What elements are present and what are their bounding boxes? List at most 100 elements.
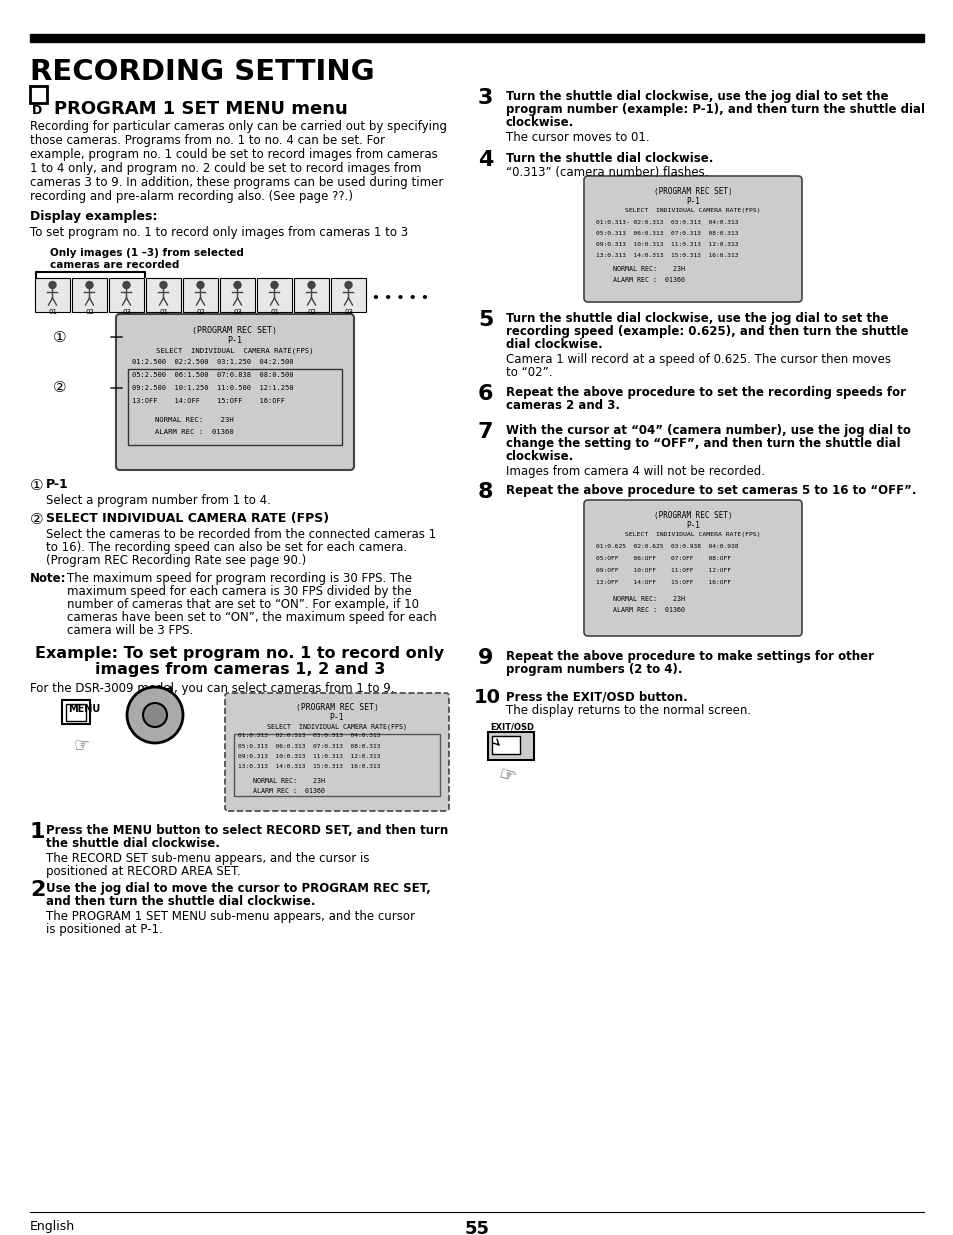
Text: change the setting to “OFF”, and then turn the shuttle dial: change the setting to “OFF”, and then tu…	[505, 437, 900, 450]
Text: MENU: MENU	[68, 704, 100, 714]
Text: ⟨PROGRAM REC SET⟩: ⟨PROGRAM REC SET⟩	[653, 511, 732, 520]
Text: and then turn the shuttle dial clockwise.: and then turn the shuttle dial clockwise…	[46, 895, 315, 908]
Text: For the DSR-3009 model, you can select cameras from 1 to 9.: For the DSR-3009 model, you can select c…	[30, 682, 395, 695]
Text: English: English	[30, 1220, 75, 1233]
Text: clockwise.: clockwise.	[505, 116, 574, 128]
Text: To set program no. 1 to record only images from cameras 1 to 3: To set program no. 1 to record only imag…	[30, 226, 408, 240]
Text: The RECORD SET sub-menu appears, and the cursor is: The RECORD SET sub-menu appears, and the…	[46, 852, 369, 864]
Text: Display examples:: Display examples:	[30, 210, 157, 224]
Text: camera will be 3 FPS.: camera will be 3 FPS.	[67, 624, 193, 637]
Text: ALARM REC :  01360: ALARM REC : 01360	[154, 429, 233, 435]
Text: P-1: P-1	[685, 521, 700, 530]
Text: • • • • •: • • • • •	[372, 291, 429, 305]
Text: 01:0.313- 02:0.313  03:0.313  04:0.313: 01:0.313- 02:0.313 03:0.313 04:0.313	[596, 220, 738, 225]
Text: NORMAL REC:    23H: NORMAL REC: 23H	[613, 266, 684, 272]
Text: Camera 1 will record at a speed of 0.625. The cursor then moves: Camera 1 will record at a speed of 0.625…	[505, 353, 890, 366]
Text: 05:OFF    06:OFF    07:OFF    08:OFF: 05:OFF 06:OFF 07:OFF 08:OFF	[596, 556, 730, 561]
Bar	[146, 278, 181, 312]
Text: ⟨PROGRAM REC SET⟩: ⟨PROGRAM REC SET⟩	[653, 186, 732, 196]
Text: maximum speed for each camera is 30 FPS divided by the: maximum speed for each camera is 30 FPS …	[67, 585, 412, 598]
Text: ALARM REC :  01360: ALARM REC : 01360	[253, 788, 325, 794]
Text: NORMAL REC:    23H: NORMAL REC: 23H	[613, 597, 684, 601]
Text: 6: 6	[477, 384, 493, 404]
Bar	[220, 278, 254, 312]
Text: those cameras. Programs from no. 1 to no. 4 can be set. For: those cameras. Programs from no. 1 to no…	[30, 135, 385, 147]
Text: 01:2.500  02:2.500  03:1.250  04:2.500: 01:2.500 02:2.500 03:1.250 04:2.500	[132, 359, 294, 366]
Text: 8: 8	[477, 482, 493, 501]
Text: Turn the shuttle dial clockwise, use the jog dial to set the: Turn the shuttle dial clockwise, use the…	[505, 90, 887, 103]
Text: P-1: P-1	[46, 478, 69, 492]
FancyBboxPatch shape	[116, 314, 354, 471]
Text: is positioned at P-1.: is positioned at P-1.	[46, 923, 163, 936]
Text: ⟨PROGRAM REC SET⟩: ⟨PROGRAM REC SET⟩	[193, 326, 277, 335]
Text: 5: 5	[477, 310, 493, 330]
Text: EXIT/OSD: EXIT/OSD	[490, 722, 534, 731]
Text: Repeat the above procedure to set cameras 5 to 16 to “OFF”.: Repeat the above procedure to set camera…	[505, 484, 916, 496]
Text: recording speed (example: 0.625), and then turn the shuttle: recording speed (example: 0.625), and th…	[505, 325, 907, 338]
Text: 1 to 4 only, and program no. 2 could be set to record images from: 1 to 4 only, and program no. 2 could be …	[30, 162, 421, 175]
Text: program numbers (2 to 4).: program numbers (2 to 4).	[505, 663, 681, 676]
Text: Turn the shuttle dial clockwise, use the jog dial to set the: Turn the shuttle dial clockwise, use the…	[505, 312, 887, 325]
Text: to 16). The recording speed can also be set for each camera.: to 16). The recording speed can also be …	[46, 541, 407, 555]
Text: 02: 02	[307, 309, 316, 315]
Text: cameras have been set to “ON”, the maximum speed for each: cameras have been set to “ON”, the maxim…	[67, 611, 436, 624]
Text: Note:: Note:	[30, 572, 67, 585]
Text: ☞: ☞	[73, 736, 89, 755]
Text: SELECT  INDIVIDUAL CAMERA RATE(FPS): SELECT INDIVIDUAL CAMERA RATE(FPS)	[624, 207, 760, 212]
Text: 03: 03	[233, 309, 242, 315]
Bar	[30, 86, 47, 103]
Text: images from cameras 1, 2 and 3: images from cameras 1, 2 and 3	[94, 662, 385, 677]
FancyBboxPatch shape	[583, 177, 801, 303]
Text: program number (example: P-1), and then turn the shuttle dial: program number (example: P-1), and then …	[505, 103, 924, 116]
Text: 13:0.313  14:0.313  15:0.313  16:0.313: 13:0.313 14:0.313 15:0.313 16:0.313	[237, 764, 380, 769]
Text: 03: 03	[122, 309, 132, 315]
Text: Press the EXIT/OSD button.: Press the EXIT/OSD button.	[505, 690, 687, 703]
Text: 09:0.313  10:0.313  11:0.313  12:0.313: 09:0.313 10:0.313 11:0.313 12:0.313	[237, 755, 380, 760]
Text: ②: ②	[53, 380, 67, 395]
Text: example, program no. 1 could be set to record images from cameras: example, program no. 1 could be set to r…	[30, 148, 437, 161]
Text: cameras are recorded: cameras are recorded	[50, 261, 179, 270]
Text: 13:0.313  14:0.313  15:0.313  16:0.313: 13:0.313 14:0.313 15:0.313 16:0.313	[596, 253, 738, 258]
Bar	[66, 704, 86, 721]
Bar	[331, 278, 366, 312]
Text: ALARM REC :  01360: ALARM REC : 01360	[613, 277, 684, 283]
Text: Example: To set program no. 1 to record only: Example: To set program no. 1 to record …	[35, 646, 444, 661]
Text: 13:OFF    14:OFF    15:OFF    16:OFF: 13:OFF 14:OFF 15:OFF 16:OFF	[132, 398, 285, 404]
Text: 2: 2	[30, 881, 46, 900]
FancyBboxPatch shape	[583, 500, 801, 636]
Circle shape	[160, 282, 167, 289]
Text: 05:0.313  06:0.313  07:0.313  08:0.313: 05:0.313 06:0.313 07:0.313 08:0.313	[237, 743, 380, 748]
Text: 1: 1	[30, 823, 46, 842]
Text: 01: 01	[49, 309, 57, 315]
Text: The PROGRAM 1 SET MENU sub-menu appears, and the cursor: The PROGRAM 1 SET MENU sub-menu appears,…	[46, 910, 415, 923]
Circle shape	[308, 282, 314, 289]
Text: 05:2.500  06:1.500  07:0.838  08:0.500: 05:2.500 06:1.500 07:0.838 08:0.500	[132, 372, 294, 378]
Circle shape	[127, 687, 183, 743]
Text: dial clockwise.: dial clockwise.	[505, 338, 602, 351]
Bar	[109, 278, 144, 312]
Text: 02: 02	[86, 309, 94, 315]
Text: PROGRAM 1 SET MENU menu: PROGRAM 1 SET MENU menu	[54, 100, 348, 119]
Text: Press the MENU button to select RECORD SET, and then turn: Press the MENU button to select RECORD S…	[46, 824, 448, 837]
Text: positioned at RECORD AREA SET.: positioned at RECORD AREA SET.	[46, 864, 240, 878]
Text: NORMAL REC:    23H: NORMAL REC: 23H	[253, 778, 325, 784]
Circle shape	[123, 282, 130, 289]
Text: 09:2.500  10:1.250  11:0.500  12:1.250: 09:2.500 10:1.250 11:0.500 12:1.250	[132, 385, 294, 391]
Text: 09:OFF    10:OFF    11:OFF    12:OFF: 09:OFF 10:OFF 11:OFF 12:OFF	[596, 568, 730, 573]
Circle shape	[345, 282, 352, 289]
Text: (Program REC Recording Rate see page 90.): (Program REC Recording Rate see page 90.…	[46, 555, 306, 567]
Text: Repeat the above procedure to set the recording speeds for: Repeat the above procedure to set the re…	[505, 387, 905, 399]
Text: cameras 2 and 3.: cameras 2 and 3.	[505, 399, 619, 412]
Text: SELECT  INDIVIDUAL  CAMERA RATE(FPS): SELECT INDIVIDUAL CAMERA RATE(FPS)	[156, 347, 314, 353]
Text: 4: 4	[477, 149, 493, 170]
Text: ②: ②	[30, 513, 44, 527]
Text: 01: 01	[271, 309, 279, 315]
Circle shape	[143, 703, 167, 727]
Text: Turn the shuttle dial clockwise.: Turn the shuttle dial clockwise.	[505, 152, 713, 165]
Text: With the cursor at “04” (camera number), use the jog dial to: With the cursor at “04” (camera number),…	[505, 424, 910, 437]
Bar	[71, 278, 107, 312]
Text: recording and pre-alarm recording also. (See page ??.): recording and pre-alarm recording also. …	[30, 190, 353, 203]
Text: 13:OFF    14:OFF    15:OFF    16:OFF: 13:OFF 14:OFF 15:OFF 16:OFF	[596, 580, 730, 585]
Text: 05:0.313  06:0.313  07:0.313  08:0.313: 05:0.313 06:0.313 07:0.313 08:0.313	[596, 231, 738, 236]
Text: 55: 55	[464, 1220, 489, 1235]
